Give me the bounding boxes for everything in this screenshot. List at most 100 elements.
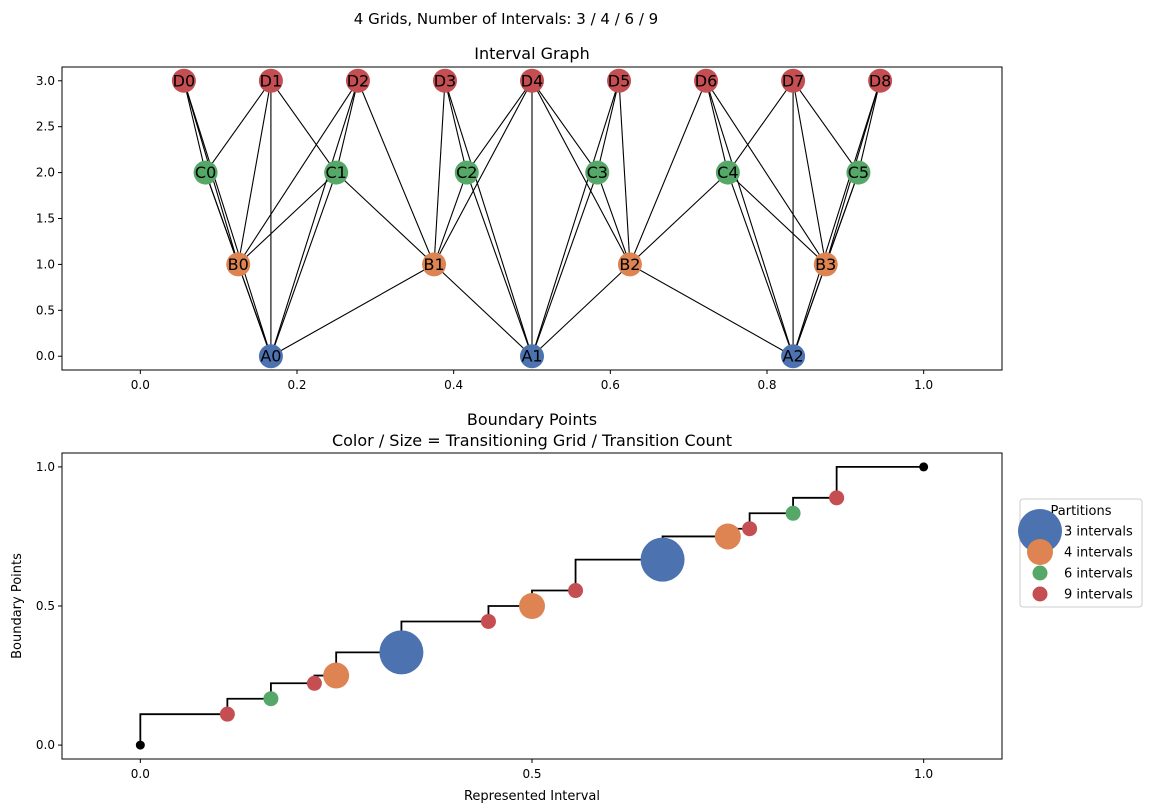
graph-node <box>520 68 544 93</box>
graph-edge <box>792 80 859 173</box>
graph-edge <box>629 172 729 265</box>
graph-node-label: A0 <box>260 347 281 366</box>
x-tick-label: 0.8 <box>757 378 776 392</box>
graph-node-label: A2 <box>783 347 804 366</box>
legend: Partitions 3 intervals 4 intervals 6 inter… <box>1018 498 1143 608</box>
graph-node <box>617 252 642 277</box>
legend-marker <box>1032 586 1048 602</box>
boundary-point <box>568 583 584 599</box>
graph-node <box>258 344 283 369</box>
x-tick-label: 0.2 <box>287 378 306 392</box>
legend-marker <box>1027 539 1053 565</box>
graph-edge <box>270 263 435 357</box>
graph-node-label: D6 <box>695 71 718 90</box>
boundary-x-ticks: 0.0 0.5 1.0 <box>131 759 933 781</box>
graph-node <box>715 160 740 185</box>
graph-node <box>324 160 349 185</box>
graph-edge <box>433 264 533 357</box>
graph-edge <box>466 80 533 173</box>
graph-edge <box>705 80 794 357</box>
graph-edge <box>531 80 631 265</box>
graph-edge <box>237 172 337 265</box>
graph-node <box>171 68 196 93</box>
graph-edge <box>205 80 272 173</box>
graph-edge <box>237 80 359 265</box>
graph-node-label: C3 <box>587 163 608 182</box>
y-tick-label: 3.0 <box>36 74 55 88</box>
graph-edge <box>629 80 707 265</box>
boundary-point <box>263 691 279 707</box>
graph-node <box>694 68 719 93</box>
graph-edge <box>433 80 446 265</box>
y-tick-label: 1.5 <box>36 212 55 226</box>
boundary-point <box>379 630 424 675</box>
graph-node <box>781 344 806 369</box>
graph-node-label: C1 <box>325 163 346 182</box>
graph-node <box>781 68 806 93</box>
graph-edge <box>727 80 794 173</box>
boundary-point <box>519 593 545 619</box>
graph-node-label: D8 <box>869 71 892 90</box>
interval-graph-y-ticks: 0.0 0.5 1.0 1.5 2.0 2.5 3.0 <box>36 74 62 363</box>
legend-label: 9 intervals <box>1064 588 1133 603</box>
graph-edges <box>183 80 881 357</box>
y-tick-label: 0.5 <box>36 599 55 613</box>
boundary-point <box>135 740 145 750</box>
legend-items: 3 intervals 4 intervals 6 intervals 9 inter… <box>1018 509 1133 603</box>
graph-node-label: D5 <box>608 71 631 90</box>
graph-node-label: D7 <box>782 71 805 90</box>
boundary-point <box>306 675 322 691</box>
x-tick-label: 0.4 <box>444 378 463 392</box>
boundary-point <box>323 662 350 689</box>
graph-edge <box>596 80 620 173</box>
boundary-markers <box>135 462 929 750</box>
graph-node <box>258 68 283 93</box>
graph-edge <box>270 80 337 173</box>
y-tick-label: 0.0 <box>36 349 55 363</box>
y-tick-label: 2.5 <box>36 120 55 134</box>
graph-node-label: C2 <box>456 163 477 182</box>
graph-node <box>422 252 447 277</box>
graph-edge <box>444 80 533 357</box>
graph-edge <box>444 80 468 173</box>
y-tick-label: 1.0 <box>36 460 55 474</box>
legend-label: 6 intervals <box>1064 567 1133 582</box>
graph-edge <box>237 80 272 265</box>
graph-edge <box>705 80 729 173</box>
x-tick-label: 0.0 <box>131 767 150 781</box>
x-tick-label: 1.0 <box>914 767 933 781</box>
graph-node <box>868 68 893 93</box>
graph-node-label: B1 <box>424 255 445 274</box>
graph-node <box>607 68 632 93</box>
graph-node <box>585 160 610 185</box>
graph-edge <box>727 172 794 357</box>
boundary-point <box>742 521 758 537</box>
graph-edge <box>531 264 631 357</box>
graph-edge <box>825 172 859 265</box>
boundary-point <box>919 462 929 472</box>
graph-node <box>193 160 218 185</box>
graph-edge <box>531 80 598 173</box>
legend-marker <box>1018 509 1062 553</box>
graph-edge <box>531 80 620 357</box>
graph-node <box>813 252 838 277</box>
x-tick-label: 0.5 <box>522 767 541 781</box>
boundary-chart-title-line2: Color / Size = Transitioning Grid / Tran… <box>332 431 732 450</box>
graph-node <box>432 68 457 93</box>
x-tick-label: 0.6 <box>601 378 620 392</box>
y-tick-label: 2.0 <box>36 166 55 180</box>
graph-node-label: C0 <box>195 163 216 182</box>
interval-graph-plot: A0 A1 A2 B0 B1 B2 B3 C0 C1 C2 C3 C4 C5 D0 D1 D2 D3 D4 D5 D6… <box>36 66 1003 392</box>
graph-edge <box>433 80 533 265</box>
graph-edge <box>531 172 598 357</box>
graph-edge <box>205 172 239 265</box>
graph-node-label: B3 <box>815 255 836 274</box>
graph-node <box>454 160 479 185</box>
graph-node <box>345 68 370 93</box>
graph-node-label: D2 <box>347 71 370 90</box>
graph-edge <box>629 263 794 357</box>
legend-label: 4 intervals <box>1064 546 1133 561</box>
graph-edge <box>433 172 468 265</box>
graph-node <box>226 252 251 277</box>
